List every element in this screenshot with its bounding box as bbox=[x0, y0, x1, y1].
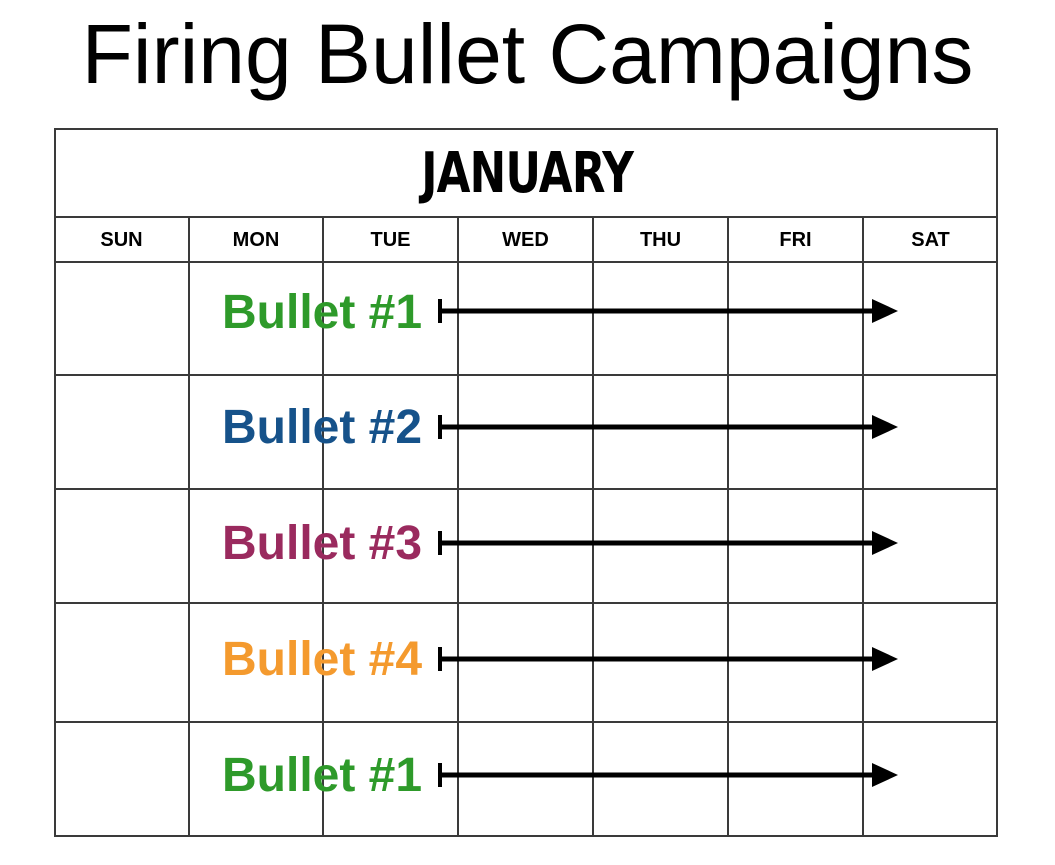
campaign-arrow bbox=[438, 647, 898, 671]
bullet-label: Bullet #1 bbox=[222, 286, 423, 339]
month-label: JANUARY bbox=[421, 141, 634, 206]
campaign-arrow bbox=[438, 531, 898, 555]
campaign-arrow bbox=[438, 415, 898, 439]
bullet-label: Bullet #4 bbox=[222, 633, 423, 686]
grid-line bbox=[54, 261, 998, 263]
grid-line bbox=[188, 216, 190, 837]
bullet-label: Bullet #3 bbox=[222, 517, 423, 570]
grid-line bbox=[54, 216, 998, 218]
grid-line bbox=[54, 602, 998, 604]
bullet-label: Bullet #1 bbox=[222, 749, 423, 802]
grid-line bbox=[322, 216, 324, 837]
day-label-tue: TUE bbox=[370, 229, 411, 251]
campaign-arrow bbox=[438, 763, 898, 787]
grid-line bbox=[457, 216, 459, 837]
day-label-fri: FRI bbox=[779, 229, 812, 251]
grid-line bbox=[54, 374, 998, 376]
bullet-label: Bullet #2 bbox=[222, 401, 423, 454]
day-label-thu: THU bbox=[639, 229, 682, 251]
day-label-wed: WED bbox=[502, 229, 549, 251]
campaign-arrow bbox=[438, 299, 898, 323]
grid-line bbox=[727, 216, 729, 837]
grid-line bbox=[592, 216, 594, 837]
day-label-mon: MON bbox=[232, 229, 280, 251]
grid-line bbox=[54, 488, 998, 490]
grid-line bbox=[862, 216, 864, 837]
calendar-grid bbox=[54, 128, 998, 837]
day-label-sat: SAT bbox=[911, 229, 950, 251]
day-label-sun: SUN bbox=[100, 229, 143, 251]
page-title: Firing Bullet Campaigns bbox=[81, 7, 974, 101]
grid-line bbox=[54, 721, 998, 723]
